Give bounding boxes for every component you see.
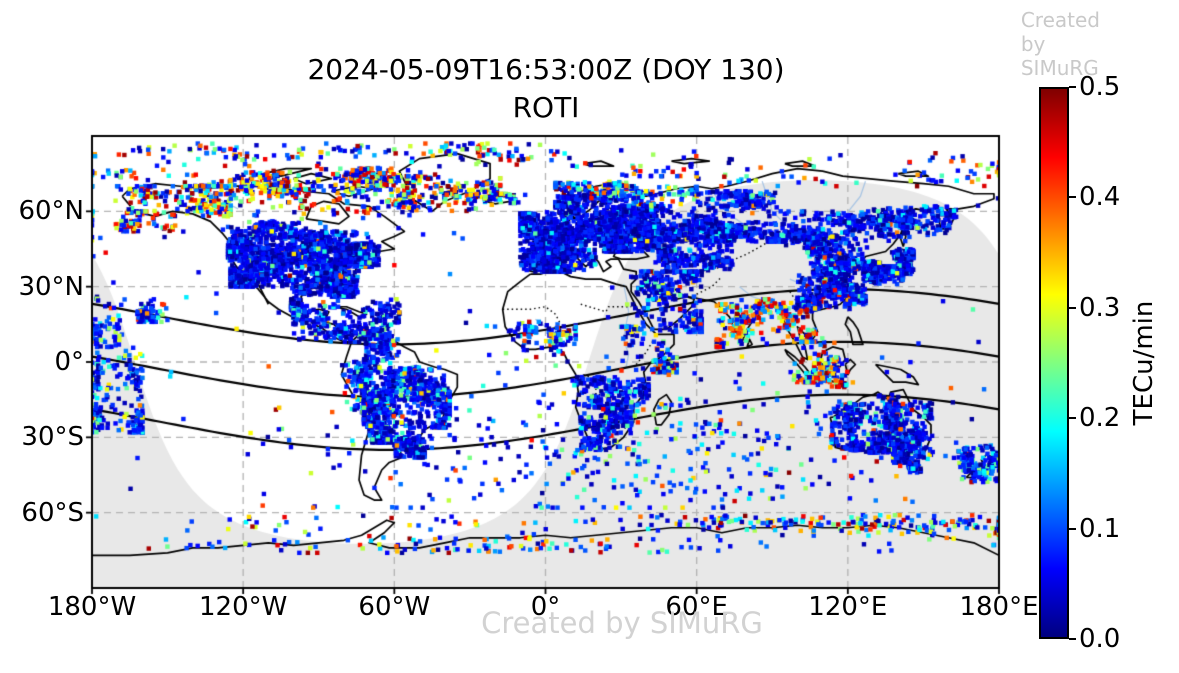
x-tick-label: 180°E: [959, 592, 1039, 622]
colorbar-tick-mark: [1069, 527, 1076, 530]
y-tick-label: 60°S: [21, 497, 84, 528]
colorbar-axis-label: TECu/min: [1129, 300, 1159, 426]
colorbar-tick-label: 0.4: [1079, 182, 1121, 213]
y-tick-label: 30°S: [21, 422, 84, 453]
colorbar-tick-mark: [1069, 638, 1076, 640]
colorbar-gradient: [1039, 87, 1069, 639]
colorbar-tick-label: 0.5: [1079, 72, 1121, 102]
colorbar-tick-label: 0.0: [1079, 624, 1121, 654]
colorbar-tick-mark: [1069, 86, 1076, 88]
colorbar-tick-mark: [1069, 196, 1076, 199]
y-tick-label: 30°N: [18, 271, 84, 302]
x-tick-label: 120°W: [198, 592, 288, 622]
simurg-watermark-bottom: Created by SIMuRG: [481, 606, 763, 640]
colorbar-tick-label: 0.1: [1079, 513, 1121, 544]
colorbar-tick-mark: [1069, 306, 1076, 309]
colorbar-tick-label: 0.2: [1079, 403, 1121, 434]
x-tick-label: 60°E: [665, 592, 728, 622]
x-tick-label: 60°W: [358, 592, 431, 622]
y-tick-label: 60°N: [18, 196, 84, 227]
y-tick-label: 0°: [54, 347, 84, 377]
x-tick-label: 120°E: [808, 592, 888, 622]
x-tick-label: 180°W: [47, 592, 137, 622]
x-tick-label: 0°: [530, 592, 561, 622]
colorbar-tick-label: 0.3: [1079, 292, 1121, 323]
colorbar-tick-mark: [1069, 417, 1076, 420]
